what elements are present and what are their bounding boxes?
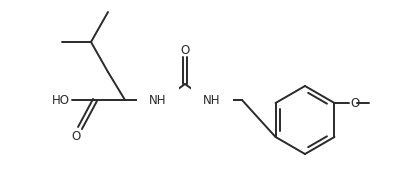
Text: O: O (350, 97, 360, 110)
Text: O: O (71, 130, 81, 143)
Text: O: O (180, 44, 190, 57)
Text: NH: NH (203, 94, 221, 107)
Text: HO: HO (52, 94, 70, 107)
Text: NH: NH (149, 94, 167, 107)
